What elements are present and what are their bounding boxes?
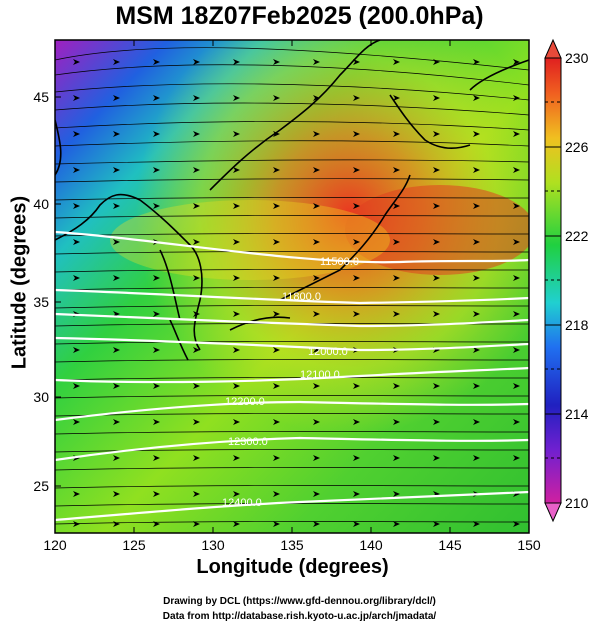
contour-label: 12300.0 — [228, 436, 268, 448]
y-tick-label: 30 — [33, 389, 49, 405]
x-axis-tick-labels: 120 125 130 135 140 145 150 — [43, 537, 541, 553]
contour-label: 12400.0 — [222, 497, 262, 509]
x-tick-label: 145 — [438, 537, 462, 553]
y-tick-label: 45 — [33, 89, 49, 105]
x-tick-label: 125 — [122, 537, 146, 553]
credit-line-data: Data from http://database.rish.kyoto-u.a… — [162, 611, 437, 622]
contour-label: 12200.0 — [225, 396, 265, 408]
colorbar-max-arrow — [544, 38, 562, 59]
wind-streamlines — [55, 47, 529, 525]
credits: Drawing by DCL (https://www.gfd-dennou.o… — [0, 594, 599, 624]
colorbar-tick-label: 210 — [565, 495, 589, 511]
colorbar-tick-label: 214 — [565, 406, 589, 422]
colorbar-tick-label: 230 — [565, 50, 589, 66]
y-axis-label: Latitude (degrees) — [8, 195, 31, 370]
x-tick-label: 130 — [201, 537, 225, 553]
y-tick-label: 35 — [33, 294, 49, 310]
y-axis-tick-labels: 25 30 35 40 45 — [33, 89, 49, 494]
colorbar-tick-label: 222 — [565, 228, 589, 244]
y-axis-ticks — [55, 96, 61, 487]
contour-label: 11800.0 — [282, 291, 321, 303]
colorbar — [544, 38, 562, 523]
contour-label: 12100.0 — [300, 369, 340, 381]
chart-title: MSM 18Z07Feb2025 (200.0hPa) — [115, 2, 484, 30]
colorbar-tick-label: 218 — [565, 317, 589, 333]
x-tick-label: 140 — [359, 537, 383, 553]
colorbar-tick-labels: 230 226 222 218 214 210 — [565, 50, 589, 511]
colorbar-min-arrow — [544, 502, 562, 523]
height-contours — [55, 230, 529, 522]
colorbar-tick-label: 226 — [565, 139, 589, 155]
credit-line-dcl: Drawing by DCL (https://www.gfd-dennou.o… — [163, 596, 436, 607]
contour-label: 11500.0 — [320, 256, 359, 268]
x-tick-label: 150 — [517, 537, 541, 553]
coastlines — [55, 40, 529, 361]
y-tick-label: 25 — [33, 478, 49, 494]
contour-label: 12000.0 — [308, 346, 348, 358]
x-axis-ticks — [54, 40, 530, 533]
x-tick-label: 120 — [43, 537, 67, 553]
y-tick-label: 40 — [33, 196, 49, 212]
x-tick-label: 135 — [280, 537, 304, 553]
x-axis-label: Longitude (degrees) — [196, 556, 389, 578]
contour-labels: 11500.0 11800.0 12000.0 12100.0 12200.0 … — [222, 256, 359, 509]
temperature-field — [55, 40, 529, 533]
